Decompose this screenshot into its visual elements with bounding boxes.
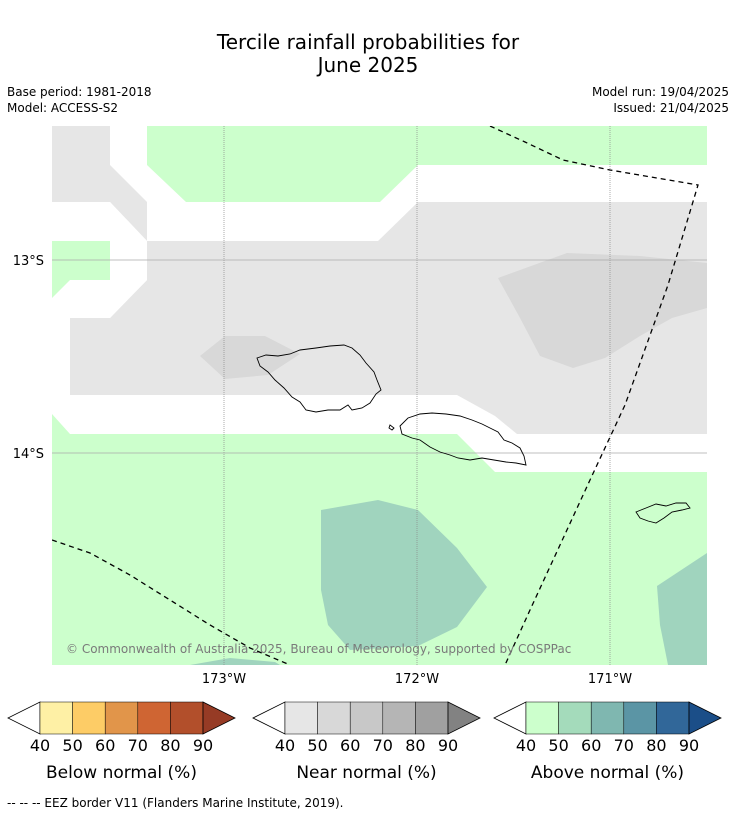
upolu-island xyxy=(399,412,527,466)
eez-border xyxy=(52,126,699,665)
colorbar-tick-label: 80 xyxy=(646,736,666,755)
meta-right: Model run: 19/04/2025 Issued: 21/04/2025 xyxy=(592,84,729,116)
colorbar-extend-low xyxy=(7,701,41,735)
colorbar-1: 40 50 60 70 80 90 Below normal (%) xyxy=(7,701,236,783)
copyright-text: © Commonwealth of Australia 2025, Bureau… xyxy=(66,642,571,656)
colorbar-extend-low xyxy=(252,701,286,735)
base-period: Base period: 1981-2018 xyxy=(7,85,152,99)
colorbar-segment xyxy=(170,701,204,735)
lat-label-14s: 14°S xyxy=(13,447,44,462)
colorbar-tick-label: 80 xyxy=(160,736,180,755)
lon-label-173w: 173°W xyxy=(202,672,246,687)
map-title: Tercile rainfall probabilities for June … xyxy=(0,31,736,77)
colorbar-extend-low xyxy=(493,701,527,735)
lat-label-13s: 13°S xyxy=(13,254,44,269)
issued-date: Issued: 21/04/2025 xyxy=(613,101,729,115)
colorbar-tick-label: 60 xyxy=(340,736,360,755)
colorbar-extend-high xyxy=(688,701,722,735)
colorbar-title: Above normal (%) xyxy=(531,763,684,783)
graticule xyxy=(52,126,707,665)
colorbar-segment xyxy=(104,701,139,735)
title-line-1: Tercile rainfall probabilities for xyxy=(216,30,520,54)
colorbar-segment xyxy=(317,701,351,735)
colorbar-segment xyxy=(284,701,318,735)
colorbar-segment xyxy=(72,701,106,735)
above-normal-50-center xyxy=(321,500,487,650)
legend-colorbars: 40 50 60 70 80 90 Below normal (%) 40 50 60 70 80 90… xyxy=(7,701,722,783)
colorbar-title: Below normal (%) xyxy=(46,763,197,783)
colorbar-tick-label: 90 xyxy=(193,736,213,755)
tutuila-island xyxy=(635,502,691,524)
lon-label-172w: 172°W xyxy=(395,672,439,687)
colorbar-tick-label: 90 xyxy=(438,736,458,755)
colorbar-segment xyxy=(590,701,625,735)
above-normal-50-east xyxy=(657,553,707,665)
colorbar-3: 40 50 60 70 80 90 Above normal (%) xyxy=(493,701,722,783)
colorbar-extend-high xyxy=(202,701,236,735)
colorbar-extend-high xyxy=(447,701,481,735)
colorbar-segment xyxy=(558,701,592,735)
above-normal-left xyxy=(52,241,110,298)
colorbar-tick-label: 60 xyxy=(95,736,115,755)
near-normal-50-east xyxy=(498,253,707,368)
colorbar-tick-label: 80 xyxy=(405,736,425,755)
colorbar-title: Near normal (%) xyxy=(296,763,436,783)
islands xyxy=(256,344,691,524)
colorbar-tick-label: 90 xyxy=(679,736,699,755)
savaii-island xyxy=(256,344,382,413)
near-normal-50-west xyxy=(200,336,300,379)
model-name: Model: ACCESS-S2 xyxy=(7,101,119,115)
meta-left: Base period: 1981-2018 Model: ACCESS-S2 xyxy=(7,84,152,116)
colorbar-segment xyxy=(623,701,657,735)
colorbar-tick-label: 70 xyxy=(373,736,393,755)
colorbar-segment xyxy=(137,701,171,735)
colorbar-segment xyxy=(349,701,384,735)
colorbar-tick-label: 50 xyxy=(307,736,327,755)
colorbar-segment xyxy=(39,701,73,735)
lon-label-171w: 171°W xyxy=(588,672,632,687)
colorbar-tick-label: 40 xyxy=(275,736,295,755)
above-normal-top xyxy=(147,126,707,202)
manono-island xyxy=(388,424,395,431)
colorbar-segment xyxy=(525,701,559,735)
colorbar-segment xyxy=(656,701,690,735)
map-panel: © Commonwealth of Australia 2025, Bureau… xyxy=(52,126,707,665)
colorbar-segment xyxy=(415,701,449,735)
eez-footnote: -- -- -- EEZ border V11 (Flanders Marine… xyxy=(7,796,344,810)
colorbar-tick-label: 70 xyxy=(614,736,634,755)
colorbar-tick-label: 50 xyxy=(62,736,82,755)
title-line-2: June 2025 xyxy=(317,53,419,77)
model-run: Model run: 19/04/2025 xyxy=(591,85,729,99)
colorbar-segment xyxy=(382,701,416,735)
colorbar-tick-label: 60 xyxy=(581,736,601,755)
colorbar-tick-label: 40 xyxy=(516,736,536,755)
colorbar-tick-label: 40 xyxy=(30,736,50,755)
colorbar-tick-label: 50 xyxy=(548,736,568,755)
colorbar-tick-label: 70 xyxy=(128,736,148,755)
